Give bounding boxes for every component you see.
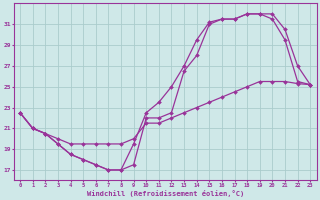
X-axis label: Windchill (Refroidissement éolien,°C): Windchill (Refroidissement éolien,°C)	[86, 190, 244, 197]
